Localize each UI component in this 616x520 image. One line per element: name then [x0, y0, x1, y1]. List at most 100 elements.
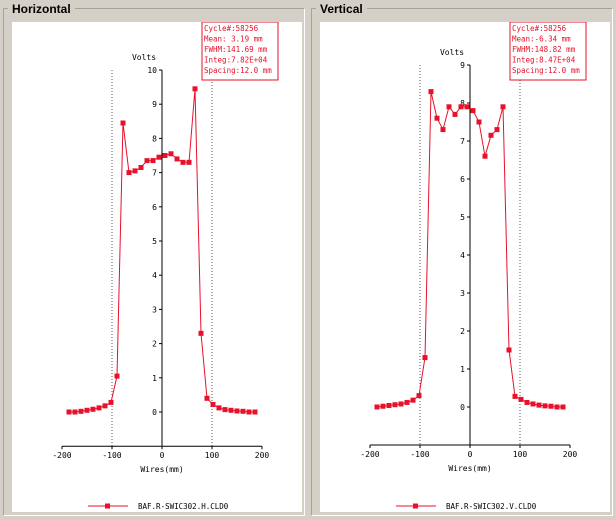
y-tick-label: 9: [152, 100, 157, 109]
y-axis-label: Volts: [440, 48, 464, 57]
y-tick-label: 2: [460, 327, 465, 336]
y-tick-label: 8: [152, 134, 157, 143]
data-point: [210, 401, 216, 407]
info-line: Mean:-6.34 mm: [512, 35, 571, 44]
data-point: [434, 115, 440, 121]
data-point: [84, 407, 90, 413]
data-point: [90, 406, 96, 412]
info-line: Cycle#:58256: [512, 24, 567, 33]
y-tick-label: 7: [460, 137, 465, 146]
data-point: [416, 393, 422, 399]
data-point: [114, 373, 120, 379]
x-axis-label: Wires(mm): [448, 464, 491, 473]
vertical-chart: 0 1 2 3 4 5 6 7 8 9 -200 -100 0 100 200 Volts Wires(mm) C…: [360, 21, 587, 511]
legend-marker: [413, 503, 418, 509]
data-point: [252, 409, 258, 415]
y-tick-label: 5: [152, 237, 157, 246]
x-tick-label: 100: [205, 451, 220, 460]
data-point: [524, 399, 530, 405]
info-line: Mean: 3.19 mm: [204, 35, 263, 44]
data-point: [518, 396, 524, 402]
data-point: [422, 355, 428, 361]
data-point: [246, 409, 252, 415]
y-tick-label: 6: [460, 175, 465, 184]
data-point: [506, 347, 512, 353]
data-point: [120, 120, 126, 126]
data-point: [530, 401, 536, 407]
data-point: [78, 408, 84, 414]
y-tick-label: 0: [152, 408, 157, 417]
data-point: [198, 330, 204, 336]
x-tick-label: -100: [102, 451, 121, 460]
info-line: Cycle#:58256: [204, 24, 259, 33]
data-point: [240, 408, 246, 414]
data-point: [542, 403, 548, 409]
data-point: [374, 404, 380, 410]
y-tick-label: 5: [460, 213, 465, 222]
horizontal-title: Horizontal: [8, 2, 75, 16]
x-tick-label: 0: [468, 450, 473, 459]
data-point: [446, 104, 452, 110]
data-point: [126, 170, 132, 176]
vertical-plot-area: 0 1 2 3 4 5 6 7 8 9 -200 -100 0 100 200 Volts Wires(mm) C…: [320, 21, 610, 512]
legend-label: BAF.R-SWIC302.V.CLD0: [446, 502, 537, 511]
x-tick-label: 100: [513, 450, 528, 459]
data-point: [500, 104, 506, 110]
y-tick-label: 1: [152, 374, 157, 383]
data-point: [102, 403, 108, 409]
data-point: [222, 407, 228, 413]
y-tick-label: 0: [460, 403, 465, 412]
vertical-group-frame: [311, 8, 613, 516]
legend-label: BAF.R-SWIC302.H.CLD0: [138, 502, 229, 511]
info-box: [509, 21, 587, 81]
y-tick-label: 4: [460, 251, 465, 260]
data-point: [488, 132, 494, 138]
data-point: [216, 405, 222, 411]
data-point: [180, 159, 186, 165]
horizontal-chart: 0 1 2 3 4 5 6 7 8 9 10 -200 -100 0 100 200 Volts Wires(mm…: [52, 21, 279, 511]
data-point: [150, 158, 156, 164]
data-point: [386, 402, 392, 408]
data-point: [410, 397, 416, 403]
data-point: [162, 153, 168, 158]
data-point: [96, 405, 102, 411]
x-tick-label: 200: [563, 450, 578, 459]
data-point: [464, 104, 470, 110]
info-line: Integ:7.82E+04: [204, 56, 268, 65]
data-point: [204, 395, 210, 401]
data-point: [428, 89, 434, 95]
y-tick-label: 9: [460, 61, 465, 70]
info-line: Spacing:12.0 mm: [204, 66, 272, 75]
x-tick-label: 200: [255, 451, 270, 460]
y-tick-label: 10: [147, 66, 157, 75]
horizontal-pane: Horizontal 0 1 2 3 4 5 6 7 8 9 10 -200 -100 0 100 200 Vo…: [3, 2, 305, 516]
y-tick-label: 7: [152, 169, 157, 178]
y-tick-label: 2: [152, 340, 157, 349]
data-point: [174, 156, 180, 162]
x-tick-label: -200: [52, 451, 71, 460]
horizontal-group-frame: [3, 8, 305, 516]
y-tick-label: 3: [152, 305, 157, 314]
data-point: [560, 404, 566, 410]
data-point: [144, 158, 150, 164]
legend-marker: [105, 503, 110, 509]
horizontal-plot-area: 0 1 2 3 4 5 6 7 8 9 10 -200 -100 0 100 200 Volts Wires(mm…: [12, 21, 302, 512]
data-point: [548, 403, 554, 409]
data-point: [132, 168, 138, 174]
data-point: [108, 399, 114, 405]
data-point: [512, 393, 518, 399]
info-line: FWHM:148.82 mm: [512, 45, 576, 54]
vertical-pane: Vertical 0 1 2 3 4 5 6 7 8 9 -200 -100 0 100 200 Volts W…: [308, 0, 616, 520]
data-point: [228, 407, 234, 413]
data-point: [398, 401, 404, 407]
y-axis-label: Volts: [132, 53, 156, 62]
data-point: [156, 154, 162, 160]
data-point: [476, 119, 482, 125]
x-axis-label: Wires(mm): [140, 465, 183, 474]
info-line: Integ:8.47E+04: [512, 56, 576, 65]
y-tick-label: 6: [152, 203, 157, 212]
data-point: [168, 151, 174, 157]
data-point: [536, 402, 542, 408]
data-point: [72, 409, 78, 415]
data-point: [138, 164, 144, 170]
